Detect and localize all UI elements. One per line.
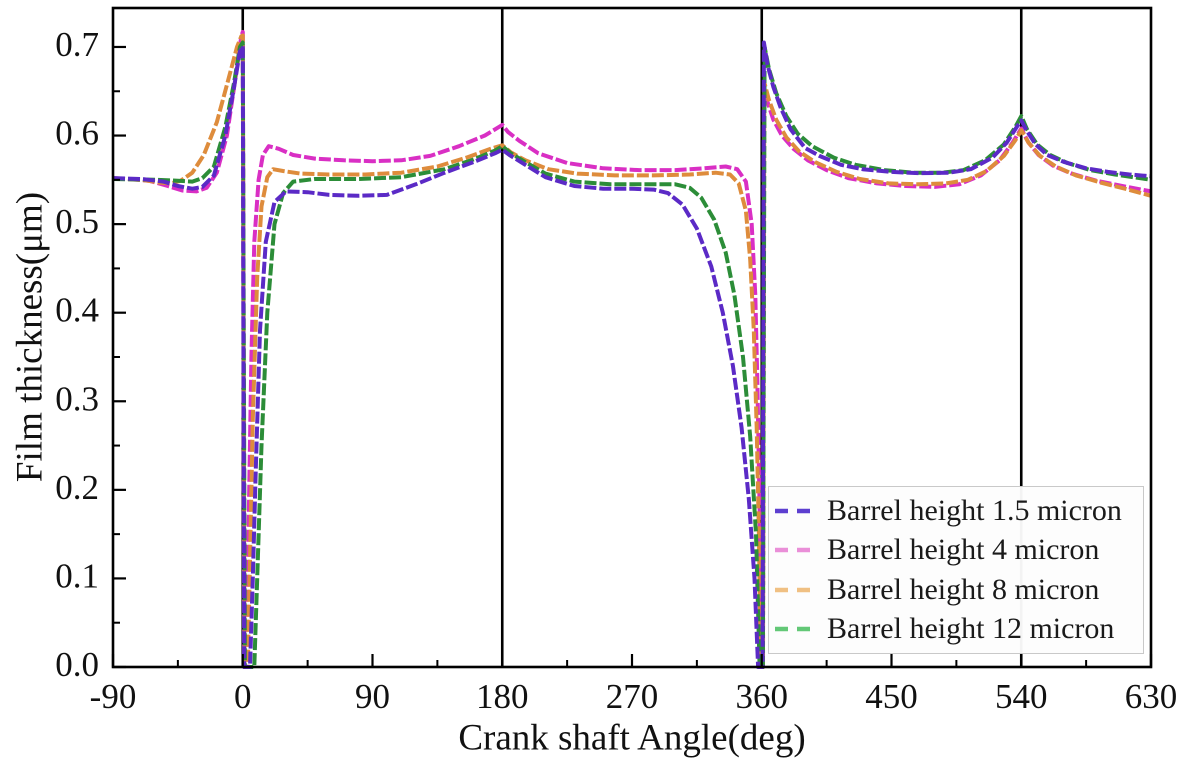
x-tick-label: 450 bbox=[865, 677, 918, 716]
legend-item-3: Barrel height 12 micron bbox=[775, 610, 1137, 648]
legend-label: Barrel height 12 micron bbox=[827, 612, 1115, 646]
y-tick-label: 0.6 bbox=[55, 114, 99, 153]
y-tick-label: 0.5 bbox=[55, 202, 99, 241]
legend-dash-swatch bbox=[775, 548, 817, 553]
y-tick-label: 0.0 bbox=[55, 645, 99, 684]
legend-dash-swatch bbox=[775, 627, 817, 632]
x-tick-label: 180 bbox=[476, 677, 529, 716]
x-tick-label: 0 bbox=[234, 677, 252, 716]
y-tick-label: 0.4 bbox=[55, 291, 99, 330]
legend-label: Barrel height 4 micron bbox=[827, 533, 1100, 567]
legend-label: Barrel height 8 micron bbox=[827, 572, 1100, 606]
x-axis-title: Crank shaft Angle(deg) bbox=[458, 717, 806, 759]
y-axis-title: Film thickness(μm) bbox=[9, 191, 51, 483]
y-tick-label: 0.2 bbox=[55, 468, 99, 507]
x-tick-label: 270 bbox=[606, 677, 659, 716]
legend: Barrel height 1.5 micron Barrel height 4 … bbox=[768, 486, 1144, 654]
legend-label: Barrel height 1.5 micron bbox=[827, 493, 1122, 527]
y-tick-label: 0.3 bbox=[55, 379, 99, 418]
legend-dash-swatch bbox=[775, 587, 817, 592]
x-tick-label: 630 bbox=[1125, 677, 1178, 716]
legend-dash-swatch bbox=[775, 508, 817, 513]
x-tick-label: 540 bbox=[995, 677, 1048, 716]
legend-item-2: Barrel height 8 micron bbox=[775, 571, 1137, 609]
x-tick-label: 90 bbox=[355, 677, 390, 716]
legend-item-1: Barrel height 4 micron bbox=[775, 531, 1137, 569]
legend-item-0: Barrel height 1.5 micron bbox=[775, 492, 1137, 530]
y-tick-label: 0.1 bbox=[55, 556, 99, 595]
x-tick-label: -90 bbox=[90, 677, 137, 716]
x-tick-label: 360 bbox=[736, 677, 789, 716]
y-tick-label: 0.7 bbox=[55, 25, 99, 64]
